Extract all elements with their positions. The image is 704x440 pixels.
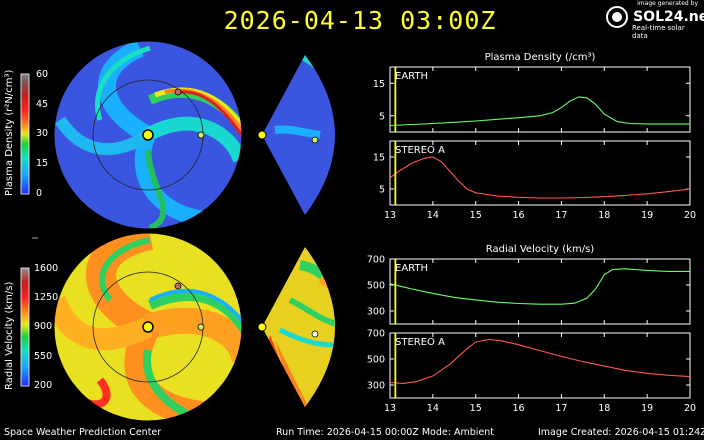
y-tick-label: 500 [367, 355, 385, 366]
density-tick: 45 [36, 99, 49, 110]
panel-label: STEREO A [395, 337, 445, 348]
sun-marker [142, 321, 154, 333]
velocity-colorbar [20, 267, 30, 387]
y-tick-label: 700 [367, 255, 385, 266]
x-tick-label: 17 [555, 403, 567, 414]
chart-title: Plasma Density (/cm³) [485, 52, 596, 63]
velocity-tick: 550 [34, 351, 53, 362]
logo-generated-by: image generated by [637, 0, 698, 7]
plot-frame [389, 140, 691, 206]
density-tick: 15 [36, 158, 49, 169]
x-tick-label: 15 [470, 403, 482, 414]
velocity-tick: 200 [34, 380, 53, 391]
series-line [389, 268, 690, 305]
site-logo: image generated by SOL24.net Real-time s… [606, 0, 704, 40]
x-tick-label: 14 [427, 210, 439, 221]
colorbar-layer [20, 73, 38, 387]
plot-frame [389, 258, 691, 325]
x-tick-label: 13 [384, 403, 396, 414]
panel-label: STEREO A [395, 145, 445, 156]
panel-label: EARTH [395, 71, 428, 82]
x-tick-label: 17 [555, 210, 567, 221]
series-line [389, 338, 691, 384]
sun-marker [142, 129, 154, 141]
y-tick-label: 15 [373, 79, 385, 90]
sun-logo-icon [606, 6, 628, 28]
plot-frame [389, 66, 691, 133]
y-tick-label: 15 [373, 153, 385, 164]
x-tick-label: 16 [513, 403, 525, 414]
y-tick-label: 5 [379, 111, 385, 122]
footer-run-info: Run Time: 2026-04-15 00:00Z Mode: Ambien… [276, 427, 494, 438]
x-tick-label: 19 [641, 403, 653, 414]
y-tick-label: 500 [367, 281, 385, 292]
series-line [389, 96, 690, 127]
x-tick-label: 14 [427, 403, 439, 414]
velocity-tick: 1600 [34, 263, 59, 274]
logo-tagline: Real-time solar data [632, 24, 685, 40]
y-tick-label: 300 [367, 381, 385, 392]
stereo-a-marker [174, 282, 182, 290]
x-tick-label: 18 [598, 210, 610, 221]
x-tick-label: 16 [513, 210, 525, 221]
velocity-tick: 1250 [34, 292, 59, 303]
x-tick-label: 20 [684, 403, 696, 414]
x-tick-label: 20 [684, 210, 696, 221]
density-tick: 60 [36, 69, 49, 80]
x-tick-label: 18 [598, 403, 610, 414]
earth-marker [197, 323, 205, 331]
plot-frame [389, 332, 691, 399]
logo-name: SOL24.net [633, 9, 704, 25]
footer-organization: Space Weather Prediction Center [4, 427, 162, 438]
x-tick-label: 15 [470, 210, 482, 221]
y-tick-label: 700 [367, 329, 385, 340]
panel-label: EARTH [395, 263, 428, 274]
footer-created: Image Created: 2026-04-15 01:24Z [538, 427, 704, 438]
page-title: 2026-04-13 03:00Z [223, 6, 497, 35]
stereo-a-marker [174, 88, 182, 96]
chart-title: Radial Velocity (km/s) [486, 244, 594, 255]
series-line [389, 156, 691, 199]
density-colorbar [20, 73, 30, 195]
velocity-tick: 900 [34, 321, 53, 332]
y-tick-label: 300 [367, 307, 385, 318]
density-tick: 30 [36, 128, 49, 139]
y-tick-label: 5 [379, 185, 385, 196]
x-tick-label: 19 [641, 210, 653, 221]
simulation-views [53, 40, 335, 422]
x-tick-label: 13 [384, 210, 396, 221]
density-tick: 0 [36, 188, 43, 199]
earth-marker [197, 131, 205, 139]
